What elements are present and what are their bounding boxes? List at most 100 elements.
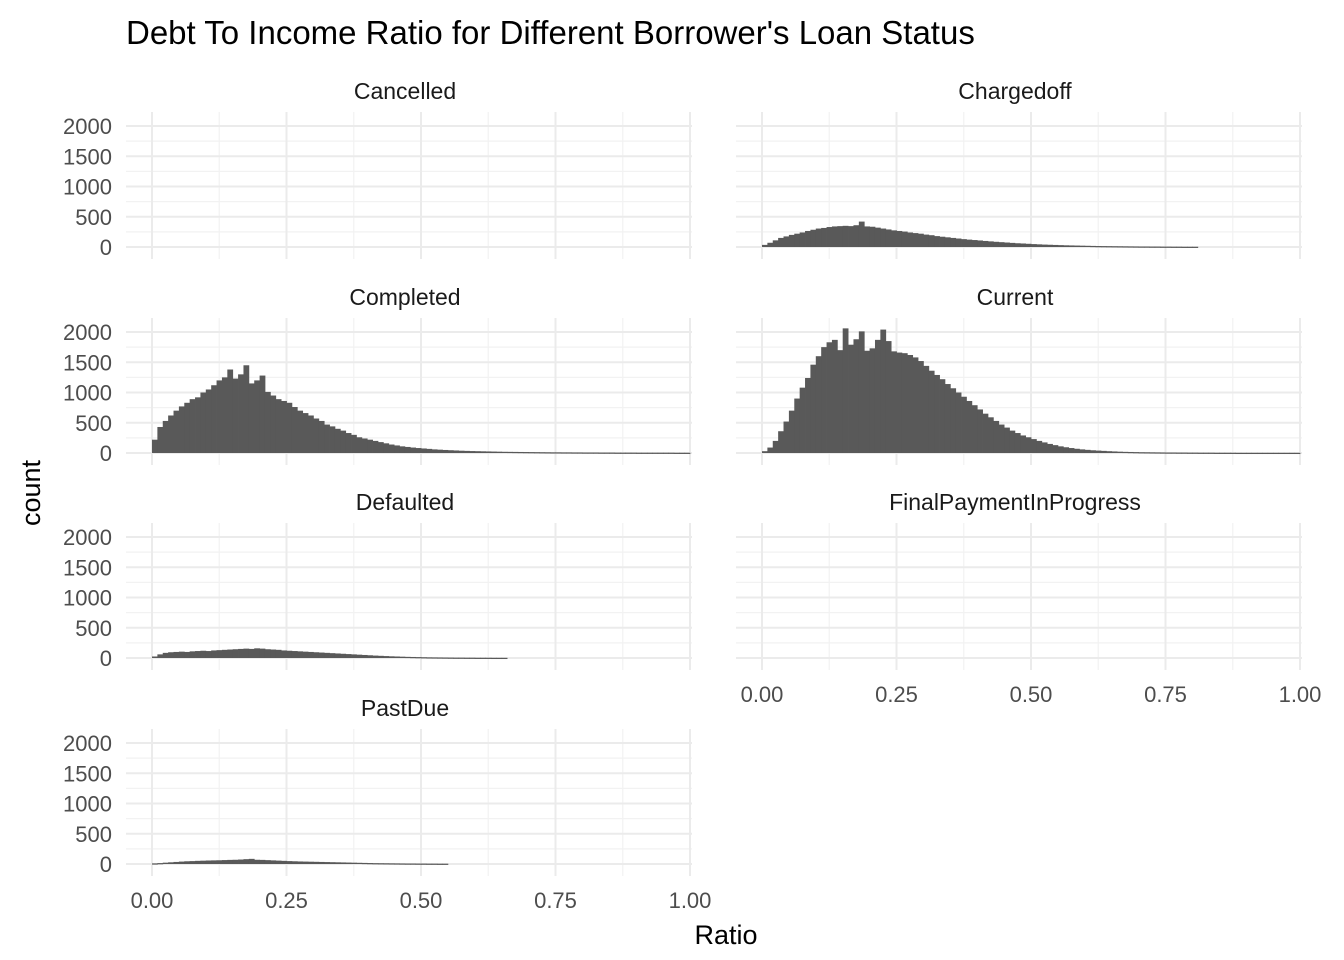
- histogram-bar: [1047, 244, 1053, 247]
- histogram-bar: [200, 392, 207, 453]
- histogram-bar: [630, 452, 637, 454]
- histogram-bar: [377, 442, 384, 453]
- facet-panel-finalpaymentinprogress: FinalPaymentInProgress 0.00 0.25 0.50 0.75 1.…: [736, 489, 1321, 707]
- histogram-bar: [1047, 443, 1053, 453]
- histogram-bar: [1122, 246, 1129, 248]
- histogram-bar: [200, 860, 207, 864]
- histogram-bar: [1224, 452, 1231, 454]
- histogram-bar: [254, 648, 260, 658]
- histogram-bar: [772, 240, 779, 247]
- y-tick-label: 2000: [63, 731, 112, 756]
- histogram-bar: [679, 452, 686, 454]
- histogram-bar: [1170, 246, 1177, 248]
- y-tick-label: 1500: [63, 555, 112, 580]
- facet-panel-pastdue: PastDue 0 500 1000 1500 2000 0.00 0.25 0.50 0.75 1…: [63, 695, 711, 913]
- histogram-bar: [356, 437, 363, 453]
- histogram-bar: [799, 232, 806, 247]
- histogram-bar: [885, 341, 892, 453]
- histogram-bar: [544, 452, 551, 454]
- histogram-bar: [934, 374, 940, 453]
- histogram-bar: [367, 439, 373, 453]
- histogram-bar: [211, 860, 217, 864]
- histogram-bar: [874, 227, 881, 247]
- histogram-bar: [1063, 245, 1070, 247]
- histogram-bar: [1154, 452, 1161, 454]
- histogram-bar: [383, 443, 390, 453]
- histogram-bar: [469, 451, 476, 453]
- histogram-bar: [340, 653, 347, 658]
- histogram-bar: [404, 656, 411, 659]
- facet-panels: Cancelled 0 500 1000 1500 2000 Chargedoff Compl…: [63, 78, 1321, 913]
- histogram-bar: [609, 452, 616, 454]
- histogram-bar: [394, 445, 400, 453]
- histogram-bar: [1192, 452, 1199, 454]
- histogram-bar: [767, 447, 774, 453]
- histogram-bar: [1289, 452, 1296, 455]
- histogram-bar: [885, 229, 892, 247]
- histogram-bar: [1294, 452, 1301, 455]
- histogram-bar: [248, 858, 255, 864]
- histogram-bar: [410, 656, 417, 659]
- histogram-bar: [200, 650, 207, 658]
- histogram-bar: [874, 339, 881, 453]
- histogram-bar: [410, 447, 417, 453]
- y-tick-label: 500: [75, 616, 112, 641]
- histogram-bar: [1100, 246, 1107, 248]
- histogram-bar: [939, 236, 946, 247]
- histogram-bar: [356, 862, 363, 864]
- histogram-bar: [1068, 448, 1075, 453]
- histogram-bar: [291, 651, 298, 658]
- histogram-bar: [431, 449, 438, 453]
- histogram-bar: [1251, 452, 1258, 455]
- histogram-bar: [189, 651, 196, 658]
- histogram-bar: [178, 406, 185, 453]
- y-tick-label: 500: [75, 205, 112, 230]
- histogram-bar: [1020, 243, 1027, 247]
- histogram-bar: [485, 451, 492, 453]
- histogram-bar: [184, 861, 191, 864]
- histogram-bar: [195, 397, 201, 453]
- histogram-bar: [982, 413, 989, 453]
- histogram-bar: [625, 452, 632, 454]
- histogram-bar: [896, 230, 903, 247]
- histogram-bar: [1240, 452, 1247, 455]
- histogram-bar: [421, 863, 427, 865]
- histogram-bar: [329, 862, 336, 864]
- x-tick-label: 0.50: [400, 888, 443, 913]
- histogram-bar: [907, 354, 914, 453]
- histogram-bar: [767, 242, 774, 247]
- histogram-bar: [950, 388, 957, 453]
- histogram-bar: [388, 444, 395, 453]
- histogram-bar: [1106, 451, 1113, 453]
- histogram-bar: [1036, 244, 1043, 247]
- y-tick-label: 0: [100, 441, 112, 466]
- histogram-bar: [891, 230, 897, 247]
- y-tick-label: 1000: [63, 792, 112, 817]
- x-tick-label: 0.75: [1144, 682, 1187, 707]
- histogram-bar: [238, 859, 244, 864]
- histogram-bar: [157, 654, 164, 658]
- histogram-bar: [404, 863, 411, 865]
- histogram-bar: [523, 452, 529, 454]
- histogram-bar: [1004, 242, 1010, 247]
- histogram-bar: [1117, 246, 1123, 248]
- histogram-bar: [431, 657, 438, 659]
- histogram-bar: [848, 226, 854, 247]
- histogram-bar: [1057, 446, 1064, 453]
- histogram-bar: [437, 863, 443, 865]
- histogram-bar: [1187, 246, 1193, 248]
- y-tick-label: 2000: [63, 525, 112, 550]
- histogram-bar: [901, 353, 908, 453]
- histogram-bar: [264, 860, 271, 864]
- histogram-bar: [533, 452, 540, 454]
- histogram-bar: [1235, 452, 1242, 455]
- histogram-bar: [399, 656, 406, 658]
- y-axis-title: count: [16, 459, 46, 526]
- histogram-bar: [512, 451, 519, 454]
- histogram-bar: [815, 356, 822, 453]
- histogram-bar: [566, 452, 573, 454]
- histogram-bar: [437, 657, 443, 659]
- y-tick-label: 1000: [63, 586, 112, 611]
- histogram-bar: [361, 438, 368, 453]
- histogram-bar: [1052, 445, 1059, 453]
